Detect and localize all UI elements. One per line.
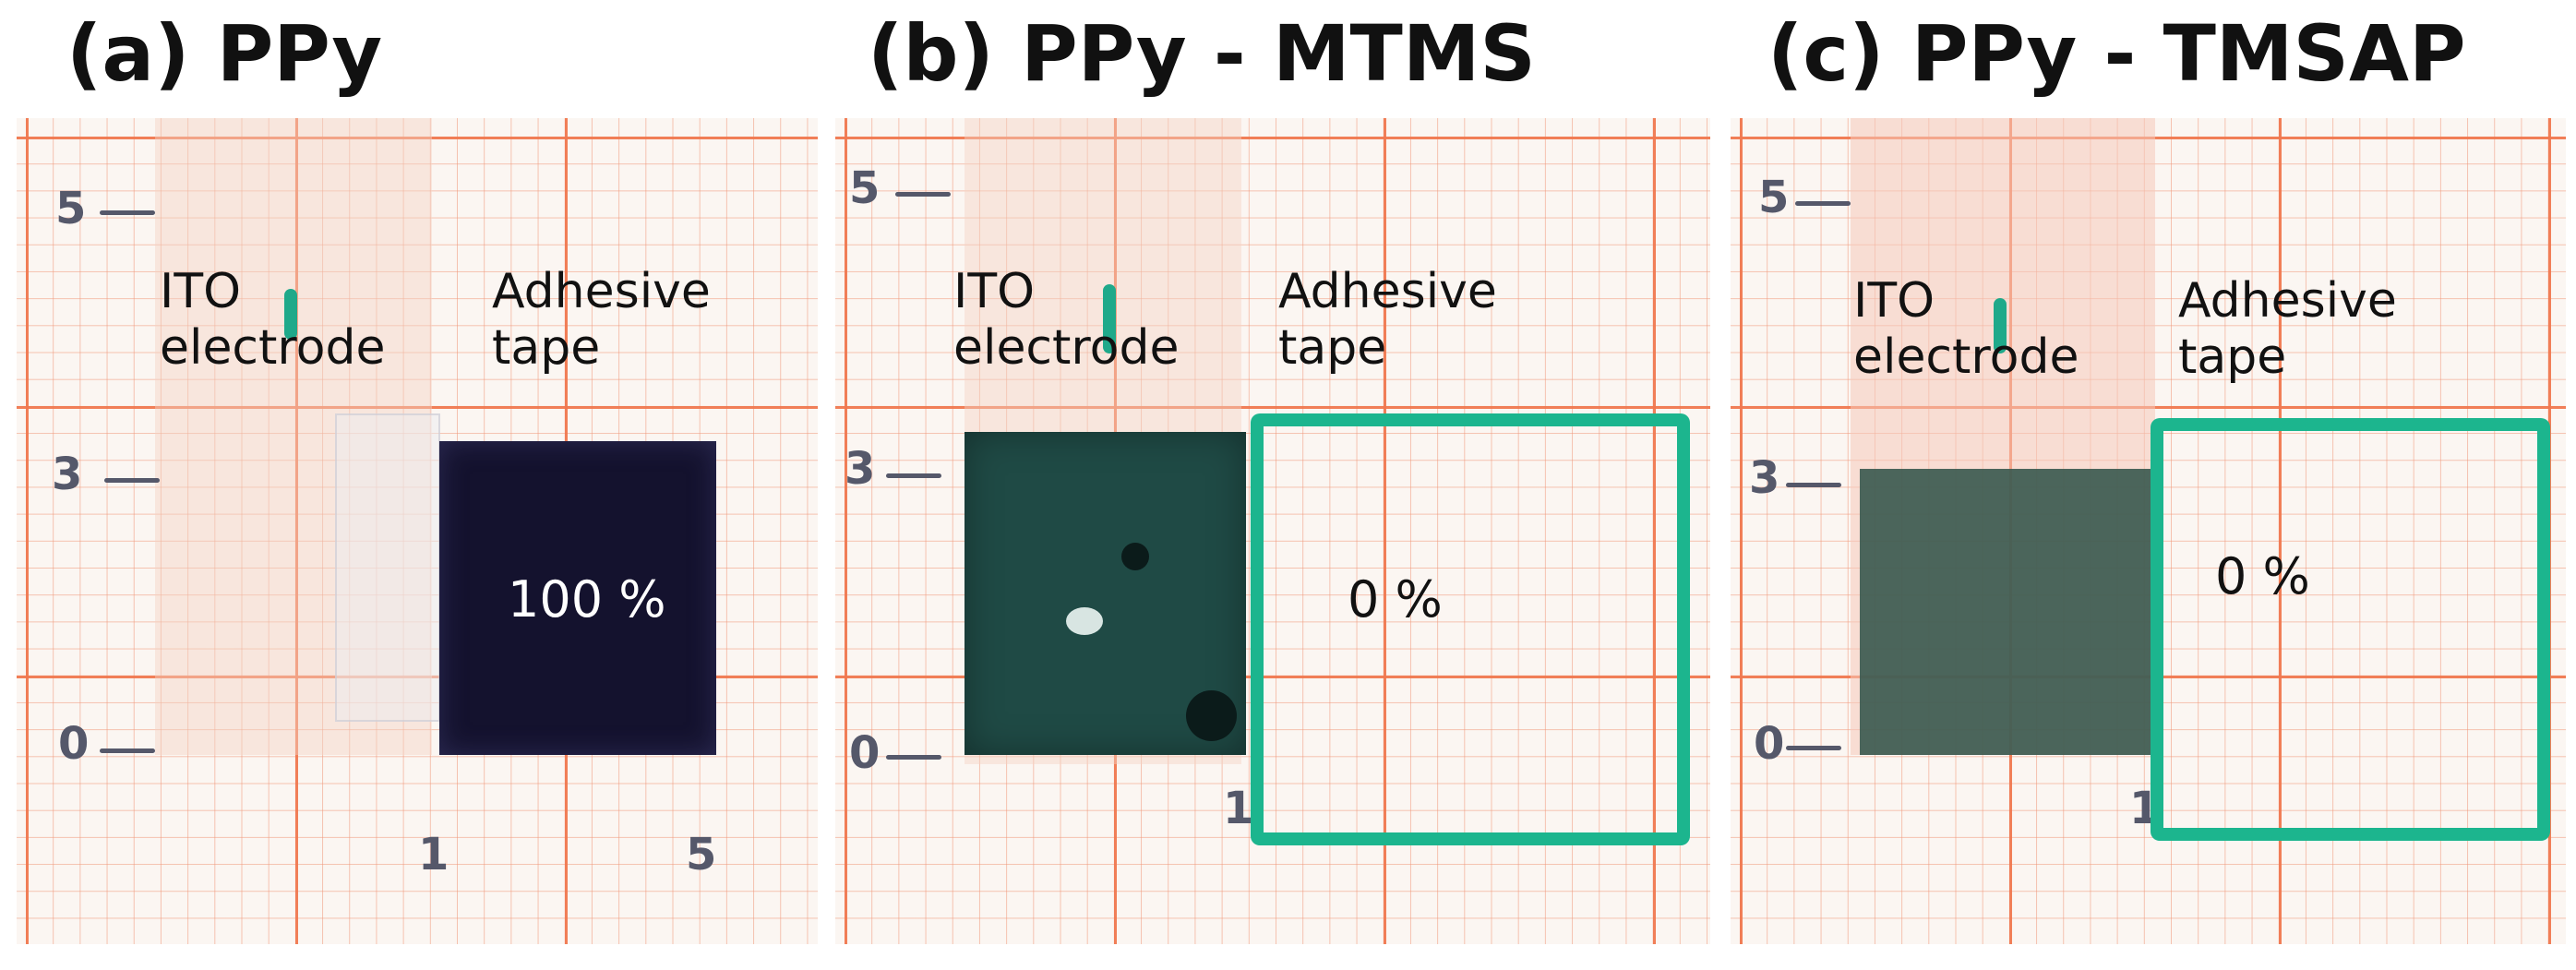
percent-label: 0 % [2215, 547, 2310, 605]
tick-mark-bottom [1786, 746, 1841, 750]
percent-label: 0 % [1348, 570, 1443, 629]
tape-label-line2: tape [2178, 329, 2287, 386]
tick-label-3: 3 [1749, 452, 1780, 504]
film-defect [1186, 690, 1237, 741]
panel-a-photo: 5 3 0 1 5 ITO electrode Adhesive tape 10… [17, 118, 818, 944]
green-pen-mark [284, 289, 297, 340]
tick-label-5: 5 [55, 183, 87, 234]
ito-label-line2: electrode [160, 320, 386, 377]
tape-label: Adhesive tape [1278, 264, 1497, 377]
ppy-film-intact [965, 432, 1246, 755]
tape-label: Adhesive tape [492, 264, 711, 377]
tick-mark-middle [886, 473, 941, 478]
tick-label-1: 1 [1223, 783, 1254, 834]
tape-outline [2151, 418, 2550, 841]
tick-label-0: 0 [1754, 718, 1785, 770]
ito-label-line1: ITO [953, 264, 1036, 319]
tick-label-0: 0 [849, 727, 881, 779]
percent-label: 100 % [508, 570, 666, 629]
tick-label-3: 3 [845, 443, 876, 495]
tick-label-0: 0 [58, 718, 90, 770]
tick-mark-bottom [886, 755, 941, 760]
tick-mark-top [1795, 201, 1851, 206]
ito-label: ITO electrode [1853, 273, 2079, 387]
ppy-film-intact [439, 441, 716, 755]
tick-label-5: 5 [1758, 172, 1790, 223]
tick-label-1: 1 [418, 829, 449, 880]
panel-c-photo: 5 3 0 1 ITO electrode Adhesive tape 0 % [1731, 118, 2566, 944]
panel-b-photo: 5 3 0 1 ITO electrode Adhesive tape 0 % [835, 118, 1710, 944]
tape-label-line1: Adhesive [492, 264, 711, 319]
panel-c-title: (c) PPy - TMSAP [1767, 8, 2466, 99]
tape-label-line2: tape [492, 320, 601, 377]
ito-label-line2: electrode [953, 320, 1180, 377]
tape-label-line2: tape [1278, 320, 1387, 377]
tape-label-line1: Adhesive [1278, 264, 1497, 319]
tick-mark-top [100, 210, 155, 215]
tape-outline [1251, 413, 1690, 845]
ito-label: ITO electrode [953, 264, 1179, 377]
green-pen-mark [1994, 298, 2007, 353]
film-defect [1066, 607, 1103, 635]
ito-label: ITO electrode [160, 264, 385, 377]
adhesive-tape-residue [335, 413, 440, 722]
tape-label-line1: Adhesive [2178, 273, 2397, 329]
panel-a-title: (a) PPy [66, 8, 383, 99]
tick-mark-bottom [100, 748, 155, 753]
tick-mark-middle [104, 478, 160, 483]
panel-b-title: (b) PPy - MTMS [868, 8, 1536, 99]
tick-mark-middle [1786, 483, 1841, 487]
ito-label-line1: ITO [1853, 273, 1935, 329]
tick-label-3: 3 [52, 449, 83, 500]
film-defect [1121, 543, 1149, 570]
green-pen-mark [1103, 284, 1116, 353]
ito-label-line1: ITO [160, 264, 242, 319]
tick-label-5-right: 5 [686, 829, 717, 880]
tick-label-5: 5 [849, 162, 881, 214]
ppy-film-intact [1860, 469, 2151, 755]
ito-label-line2: electrode [1853, 329, 2079, 386]
tick-mark-top [895, 192, 951, 197]
tape-label: Adhesive tape [2178, 273, 2397, 387]
